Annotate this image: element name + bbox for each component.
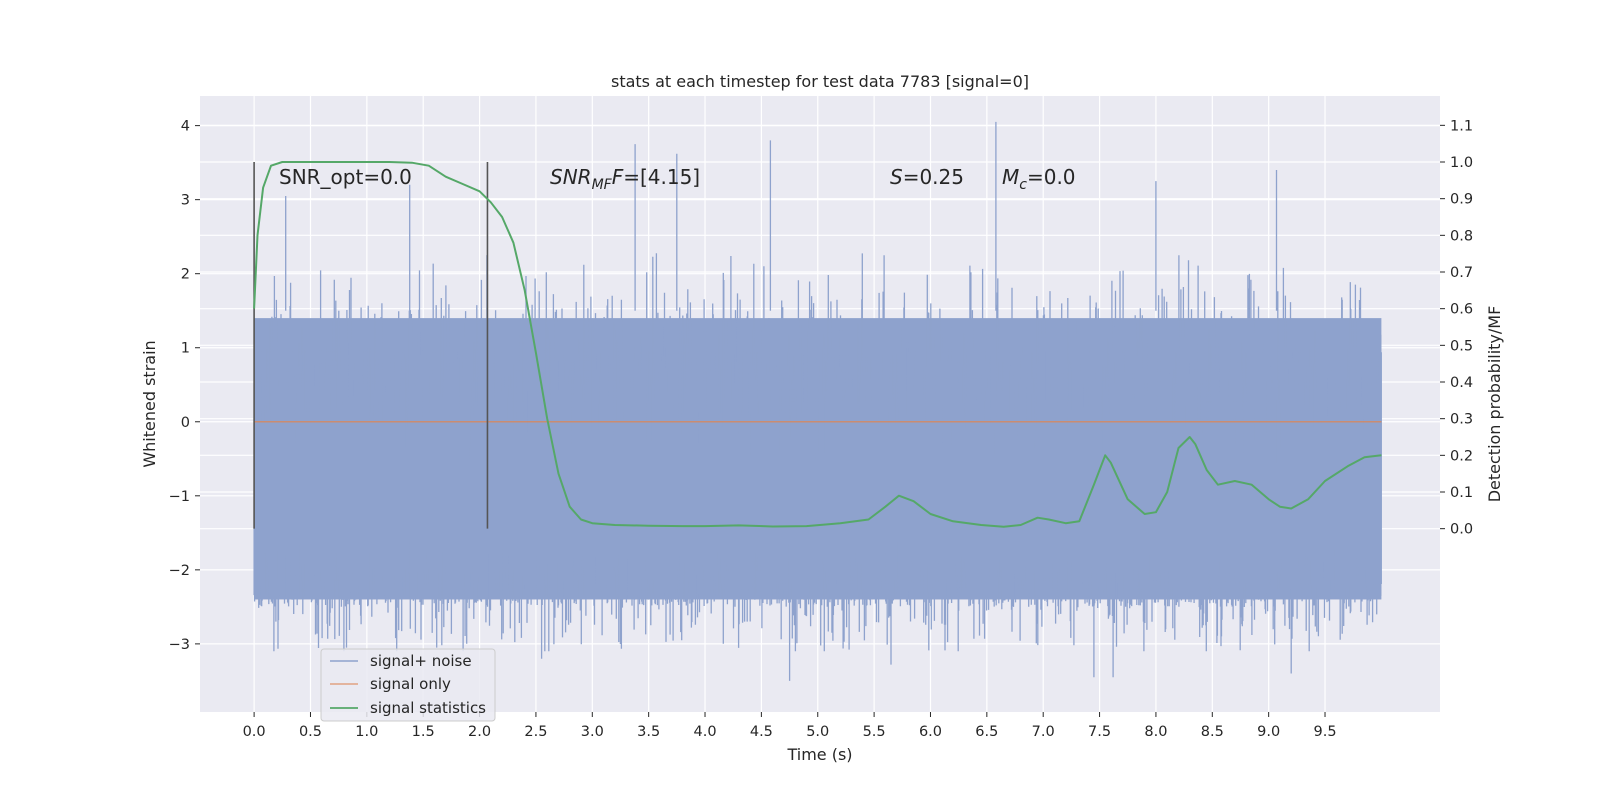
x-tick-label: 7.5 <box>1088 724 1111 740</box>
x-tick-label: 3.5 <box>637 724 660 740</box>
y-right-tick-label: 0.6 <box>1450 302 1473 318</box>
x-tick-label: 3.0 <box>581 724 604 740</box>
x-tick-label: 9.0 <box>1257 724 1280 740</box>
y-right-tick-label: 0.3 <box>1450 412 1473 428</box>
annotation-snr-mf: SNRMFF=[4.15] <box>550 165 700 193</box>
annotation-mc-value: =0.0 <box>1027 165 1076 189</box>
x-tick-label: 5.5 <box>863 724 886 740</box>
y-tick-label: −3 <box>169 637 190 653</box>
annotation-snr-mf-value: =[4.15] <box>623 165 700 189</box>
series-signal-plus-noise <box>253 121 1382 681</box>
x-tick-label: 6.5 <box>975 724 998 740</box>
annotation-snr-mf-subscript: MF <box>592 177 613 193</box>
x-tick-label: 4.0 <box>693 724 716 740</box>
annotation-mc: Mc=0.0 <box>1002 165 1076 193</box>
y-tick-label: 4 <box>181 119 190 135</box>
legend-label-signal-only: signal only <box>370 675 451 693</box>
vertical-markers <box>253 162 489 529</box>
legend-label-signal-statistics: signal statistics <box>370 699 486 717</box>
y-tick-label: 2 <box>181 267 190 283</box>
y-right-tick-label: 0.8 <box>1450 228 1473 244</box>
annotation-s-value: =0.25 <box>903 165 964 189</box>
axis-ticks: 0.0 0.5 1.0 1.5 2.0 2.5 3.0 3.5 4.0 4.5 5.0 5.5 6.0 6… <box>169 118 1473 740</box>
x-tick-label: 7.0 <box>1032 724 1055 740</box>
legend: signal+ noise signal only signal statist… <box>320 648 496 722</box>
annotation-snr-opt: SNR_opt=0.0 <box>279 165 412 189</box>
annotation-mc-symbol: M <box>1002 165 1019 189</box>
y-right-tick-label: 1.1 <box>1450 118 1473 134</box>
x-tick-label: 5.0 <box>806 724 829 740</box>
y-tick-label: 1 <box>181 341 190 357</box>
y-right-tick-label: 0.7 <box>1450 265 1473 281</box>
chart-title: stats at each timestep for test data 778… <box>611 72 1029 91</box>
x-tick-label: 8.0 <box>1144 724 1167 740</box>
legend-box <box>320 648 496 722</box>
x-axis-label: Time (s) <box>786 745 852 764</box>
annotation-snr-mf-f: F <box>612 165 624 189</box>
x-tick-label: 8.5 <box>1201 724 1224 740</box>
x-tick-label: 6.0 <box>919 724 942 740</box>
y-axis-label-right: Detection probability/MF <box>1485 306 1504 503</box>
annotation-snr-mf-symbol: SNR <box>550 165 592 189</box>
y-tick-label: 0 <box>181 415 190 431</box>
series-signal-statistics <box>253 161 1382 528</box>
y-right-tick-label: 0.2 <box>1450 448 1473 464</box>
y-right-tick-label: 0.5 <box>1450 338 1473 354</box>
y-right-tick-label: 0.9 <box>1450 192 1473 208</box>
x-tick-label: 1.5 <box>412 724 435 740</box>
x-tick-label: 2.0 <box>468 724 491 740</box>
y-tick-label: −2 <box>169 563 190 579</box>
y-right-tick-label: 0.4 <box>1450 375 1473 391</box>
x-tick-label: 0.0 <box>243 724 266 740</box>
y-right-tick-label: 0.0 <box>1450 522 1473 538</box>
y-right-tick-label: 0.1 <box>1450 485 1473 501</box>
annotation-s: S=0.25 <box>890 165 964 189</box>
legend-label-signal-plus-noise: signal+ noise <box>370 652 472 670</box>
x-tick-label: 4.5 <box>750 724 773 740</box>
x-tick-label: 2.5 <box>524 724 547 740</box>
x-tick-label: 1.0 <box>355 724 378 740</box>
y-right-tick-label: 1.0 <box>1450 155 1473 171</box>
y-axis-label-left: Whitened strain <box>140 340 159 467</box>
y-tick-label: 3 <box>181 193 190 209</box>
y-tick-label: −1 <box>169 489 190 505</box>
annotation-s-symbol: S <box>890 165 903 189</box>
x-tick-label: 0.5 <box>299 724 322 740</box>
signal-statistics-line <box>253 161 1382 528</box>
x-tick-label: 9.5 <box>1313 724 1336 740</box>
annotation-mc-subscript: c <box>1019 177 1027 193</box>
